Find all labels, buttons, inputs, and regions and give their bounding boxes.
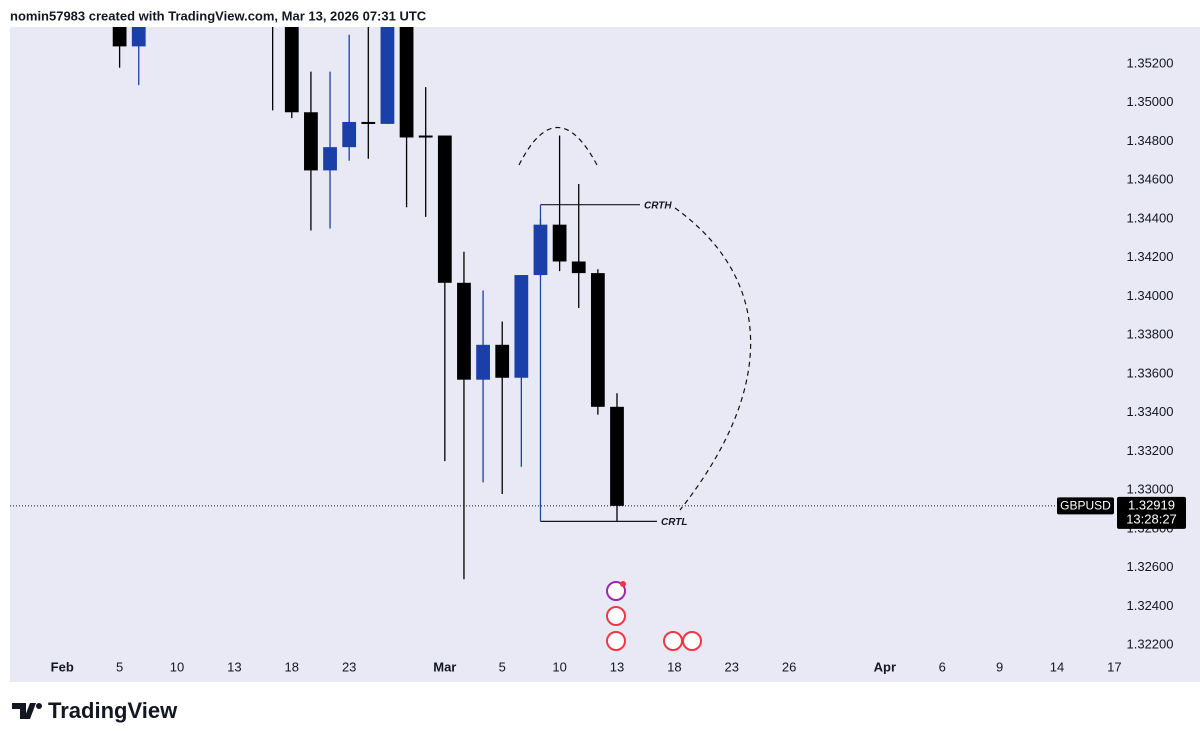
candle-body [552, 224, 567, 262]
brand-logo [12, 703, 42, 719]
x-tick-label: Mar [433, 659, 456, 674]
y-tick-label: 1.32600 [1127, 559, 1174, 574]
candle-body [590, 273, 605, 407]
symbol-label: GBPUSD [1060, 499, 1111, 513]
y-tick-label: 1.33200 [1127, 443, 1174, 458]
x-tick-label: 18 [667, 659, 681, 674]
candle-body [476, 344, 490, 380]
logo-dot [36, 703, 42, 709]
x-tick-label: 14 [1050, 659, 1064, 674]
x-tick-label: 17 [1107, 659, 1121, 674]
x-tick-label: 5 [116, 659, 123, 674]
y-tick-label: 1.32200 [1127, 637, 1174, 652]
candle-body [342, 121, 357, 148]
chart-background [10, 27, 1200, 682]
event-icon [606, 581, 626, 601]
candle-body [380, 27, 395, 124]
dashed-curve [674, 207, 752, 511]
x-tick-label: Feb [51, 659, 74, 674]
candle-body [284, 27, 299, 113]
y-tick-label: 1.33000 [1127, 482, 1174, 497]
y-tick-label: 1.32400 [1127, 598, 1174, 613]
y-tick-label: 1.35000 [1127, 94, 1174, 109]
event-icon [606, 631, 626, 651]
y-tick-label: 1.33800 [1127, 327, 1174, 342]
event-icon [606, 606, 626, 626]
x-tick-label: 10 [552, 659, 566, 674]
brand: TradingView [48, 698, 178, 723]
candle-body [112, 27, 127, 47]
logo-mark [12, 703, 36, 719]
candle-body [304, 112, 318, 171]
candle-body [323, 147, 337, 171]
y-tick-label: 1.33400 [1127, 404, 1174, 419]
y-tick-label: 1.35200 [1127, 55, 1174, 70]
countdown-label: 13:28:27 [1126, 511, 1177, 526]
candle-body [437, 135, 452, 283]
header: nomin57983 created with TradingView.com,… [10, 8, 427, 23]
x-tick-label: 23 [342, 659, 356, 674]
candle-body [131, 27, 146, 47]
y-tick-label: 1.34600 [1127, 172, 1174, 187]
plot [112, 27, 624, 580]
x-tick-label: 13 [227, 659, 241, 674]
price-box [1117, 496, 1186, 529]
y-tick-label: 1.33600 [1127, 365, 1174, 380]
y-tick-label: 1.34200 [1127, 249, 1174, 264]
candle-body [361, 121, 376, 124]
x-tick-label: 18 [285, 659, 299, 674]
x-tick-label: 5 [499, 659, 506, 674]
x-tick-label: 13 [610, 659, 624, 674]
y-tick-label: 1.34400 [1127, 210, 1174, 225]
x-tick-label: 9 [996, 659, 1003, 674]
x-tick-label: 10 [170, 659, 184, 674]
candle-body [514, 275, 529, 378]
range-label: CRTH [644, 200, 672, 211]
range-label: CRTL [661, 517, 687, 528]
candle-body [495, 344, 510, 378]
event-icons [606, 581, 702, 651]
x-tick-label: Apr [874, 659, 896, 674]
x-tick-label: 6 [939, 659, 946, 674]
x-tick-label: 23 [725, 659, 739, 674]
candle-body [610, 406, 624, 506]
event-dot [620, 581, 626, 587]
x-tick-label: 26 [782, 659, 796, 674]
event-icon [663, 631, 683, 651]
event-icon [682, 631, 702, 651]
candle-body [418, 135, 433, 138]
candle-body [457, 282, 471, 380]
symbol-box [1057, 497, 1114, 515]
price-label: 1.32919 [1128, 497, 1175, 512]
y-tick-label: 1.34000 [1127, 288, 1174, 303]
dashed-arc [518, 126, 598, 166]
candle-body [571, 261, 586, 274]
y-tick-label: 1.34800 [1127, 133, 1174, 148]
candle-body [399, 27, 414, 138]
